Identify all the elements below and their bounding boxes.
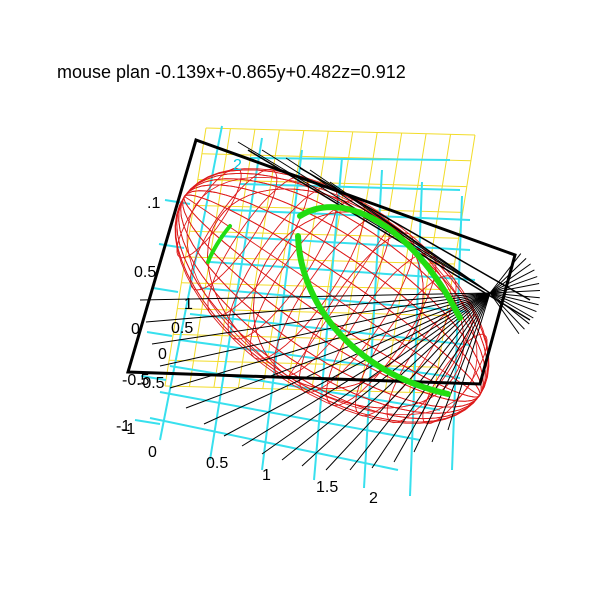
ray-fan-line: [489, 292, 520, 335]
ellipsoid-parallel: [386, 301, 475, 424]
ray-fan-line: [489, 253, 522, 294]
yellow-grid-line: [189, 230, 459, 239]
ray-fan-line: [489, 292, 537, 313]
yellow-grid-line: [164, 385, 435, 394]
yellow-grid-line: [177, 308, 447, 317]
cyan-grid-line: [451, 195, 463, 471]
yellow-grid-line: [205, 127, 476, 136]
ellipsoid-parallel: [207, 175, 309, 317]
ray-line: [447, 292, 491, 431]
ray-line: [241, 292, 491, 447]
cyan-grid-line: [261, 149, 303, 471]
tick-label-bottom: 1: [262, 467, 271, 484]
yellow-grid-line: [181, 282, 451, 291]
ray-line: [247, 149, 531, 321]
yellow-grid-line: [185, 256, 455, 265]
tick-label-bottom: 1.5: [316, 479, 338, 496]
ray-line: [169, 292, 491, 389]
tick-label-left: .1: [147, 195, 160, 212]
tick-label-inner: -0.5: [137, 375, 165, 392]
ray-line: [261, 292, 491, 455]
tick-label-inner: 1: [184, 296, 193, 313]
cyan-grid-line: [249, 157, 451, 161]
tick-label-left: 0.5: [134, 264, 156, 281]
tick-label-bottom: 0.5: [206, 455, 228, 472]
ellipsoid-parallel: [326, 252, 437, 406]
intersection-curve-lower: [295, 233, 451, 397]
ellipsoid-parallel: [249, 199, 365, 360]
cyan-tick: [140, 375, 167, 381]
tick-label-left: -1: [116, 418, 130, 435]
ray-fan-line: [489, 263, 531, 294]
ray-fan-line: [489, 269, 535, 294]
intersection-curves: [206, 204, 463, 397]
cyan-grid-line: [199, 287, 471, 313]
ray-fan-line: [489, 282, 540, 294]
cyan-grid-line: [209, 261, 476, 281]
ray-line: [185, 292, 491, 409]
ellipsoid-meridian: [175, 169, 489, 423]
z-axis-label: 2: [233, 157, 242, 174]
ray-fan-line: [489, 292, 539, 306]
ray-line: [431, 292, 491, 443]
cyan-grid-line: [169, 365, 441, 411]
tick-label-inner: 0.5: [171, 320, 193, 337]
cyan-grid-line: [239, 183, 461, 191]
cyan-grid-line: [229, 209, 471, 221]
intersection-curve-upper: [297, 204, 463, 321]
cyan-tick: [146, 331, 173, 337]
tick-label-bottom: 2: [369, 490, 378, 507]
ellipsoid-parallel: [189, 168, 278, 291]
ellipsoid-parallel: [422, 333, 488, 425]
ray-line: [159, 292, 491, 367]
tick-label-inner: 0: [158, 346, 167, 363]
cyan-tick: [158, 243, 185, 249]
ray-line: [151, 292, 491, 345]
ray-fan-line: [489, 292, 534, 319]
ray-line: [203, 292, 491, 425]
ray-line: [393, 292, 491, 463]
ray-line: [301, 292, 491, 467]
ellipsoid-ring: [186, 176, 478, 416]
intersection-curve-left: [206, 224, 232, 264]
cyan-tick: [152, 287, 179, 293]
plot-title: mouse plan -0.139x+-0.865y+0.482z=0.912: [57, 62, 406, 82]
tick-label-inner: -1: [121, 421, 135, 438]
mouse-plane-frame: [126, 138, 517, 386]
ray-fan-line: [489, 292, 540, 299]
ray-line: [371, 292, 491, 469]
cyan-grid-line: [209, 137, 263, 461]
tick-label-left: -0.5: [122, 372, 150, 389]
ray-line: [413, 292, 491, 453]
cyan-grid-line: [219, 235, 471, 251]
tick-label-left: 0: [131, 321, 140, 338]
ray-line: [281, 292, 491, 461]
ray-fan-line: [489, 276, 538, 294]
ray-line: [223, 292, 491, 437]
tick-label-bottom: 0: [148, 444, 157, 461]
cyan-tick: [134, 419, 161, 425]
